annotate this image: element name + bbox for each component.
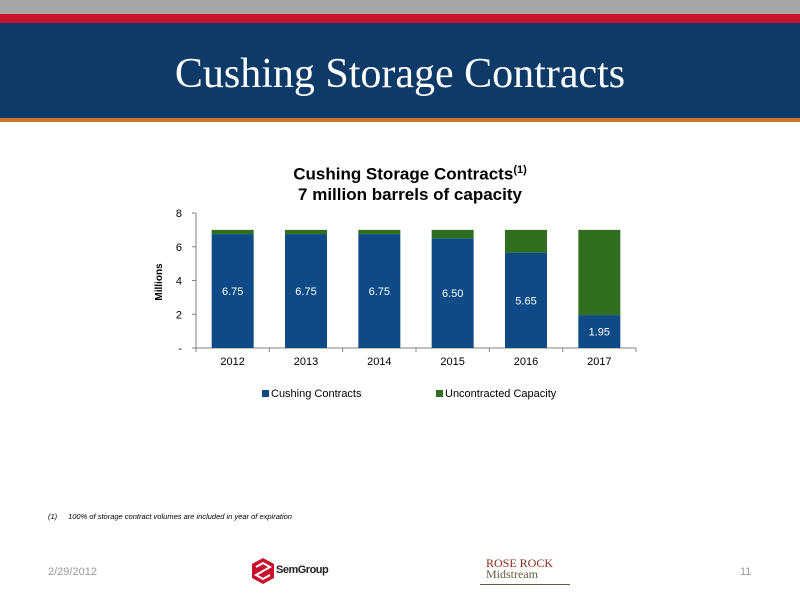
x-tick-label: 2016 (514, 356, 538, 368)
bar-data-label: 1.95 (589, 327, 610, 339)
bar-data-label: 6.75 (295, 286, 316, 298)
y-axis-label: Millions (154, 263, 165, 301)
bar-uncontracted-capacity (285, 229, 327, 235)
header-accent-line (0, 118, 800, 122)
bar-data-label: 6.75 (222, 286, 243, 298)
bar-cushing-contracts (505, 252, 547, 348)
bar-cushing-contracts (431, 238, 474, 348)
bar-data-label: 6.50 (442, 288, 463, 300)
semgroup-emblem-icon (252, 558, 274, 584)
bar-uncontracted-capacity (505, 229, 547, 253)
footnote-text: 100% of storage contract volumes are inc… (68, 512, 292, 521)
legend-entry: Uncontracted Capacity (445, 388, 557, 400)
x-tick-label: 2012 (220, 356, 244, 368)
slide-date: 2/29/2012 (48, 566, 97, 578)
top-gray-band (0, 0, 800, 14)
y-tick-label: - (178, 343, 182, 355)
rose-rock-logo: ROSE ROCK Midstream (480, 556, 570, 585)
rose-rock-logo-line2: Midstream (486, 567, 538, 581)
bar-cushing-contracts (578, 315, 621, 348)
footnote: (1) 100% of storage contract volumes are… (48, 512, 292, 521)
x-tick-label: 2017 (587, 356, 611, 368)
chart-title: Cushing Storage Contracts (293, 164, 514, 184)
y-tick-label: 2 (176, 309, 182, 321)
bar-data-label: 6.75 (369, 286, 390, 298)
bar-cushing-contracts (211, 234, 254, 348)
y-tick-label: 4 (176, 276, 182, 288)
bar-cushing-contracts (285, 234, 327, 348)
bar-data-label: 5.65 (515, 295, 536, 307)
legend-swatch (262, 390, 269, 397)
bar-uncontracted-capacity (578, 229, 621, 316)
y-tick-label: 8 (176, 208, 182, 220)
semgroup-logo: SemGroup (252, 556, 352, 586)
bar-uncontracted-capacity (358, 229, 401, 235)
chart-subtitle: 7 million barrels of capacity (298, 184, 522, 204)
x-tick-label: 2014 (367, 356, 391, 368)
header-band (0, 23, 800, 118)
chart-title-superscript: (1) (513, 164, 527, 176)
legend-swatch (436, 390, 443, 397)
bar-cushing-contracts (358, 234, 401, 348)
x-tick-label: 2013 (294, 356, 318, 368)
bar-uncontracted-capacity (431, 229, 474, 239)
bar-uncontracted-capacity (211, 229, 254, 235)
y-tick-label: 6 (176, 242, 182, 254)
x-tick-label: 2015 (440, 356, 464, 368)
rose-rock-logo-line1: ROSE ROCK (486, 556, 554, 570)
top-red-band (0, 14, 800, 23)
legend-entry: Cushing Contracts (271, 388, 362, 400)
chart-title-block: Cushing Storage Contracts(1) 7 million b… (0, 160, 800, 205)
semgroup-logo-text: SemGroup (276, 564, 329, 576)
footnote-marker: (1) (48, 512, 58, 521)
page-number: 11 (740, 566, 752, 578)
slide-title: Cushing Storage Contracts (174, 51, 626, 97)
